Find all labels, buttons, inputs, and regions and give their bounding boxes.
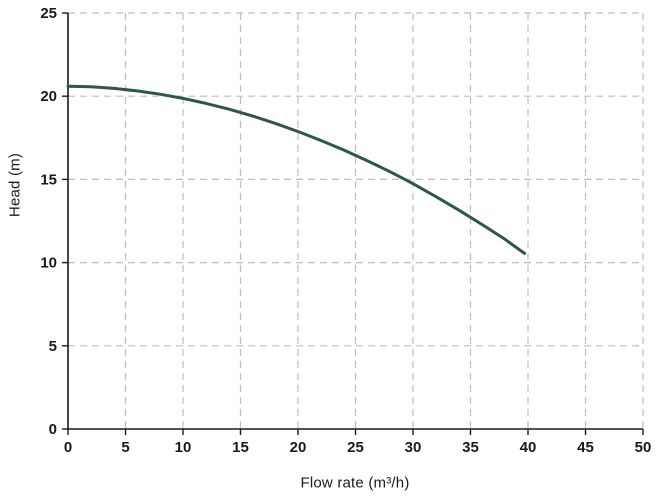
x-tick-label: 0 — [64, 439, 72, 456]
x-tick-label: 30 — [405, 439, 422, 456]
x-tick-label: 20 — [290, 439, 307, 456]
x-tick-label: 40 — [520, 439, 537, 456]
x-tick-label: 50 — [635, 439, 652, 456]
y-axis-title: Head (m) — [6, 152, 24, 218]
y-tick-label: 5 — [49, 338, 57, 355]
x-tick-label: 35 — [462, 439, 479, 456]
x-tick-label: 10 — [175, 439, 192, 456]
y-tick-label: 20 — [40, 88, 57, 105]
y-tick-label: 10 — [40, 255, 57, 272]
y-tick-label: 25 — [40, 5, 57, 22]
x-axis-title: Flow rate (m³/h) — [300, 474, 410, 492]
y-tick-label: 15 — [40, 171, 57, 188]
y-tick-label: 0 — [49, 421, 57, 438]
pump-curve — [66, 84, 526, 255]
x-tick-label: 5 — [121, 439, 129, 456]
x-tick-label: 45 — [577, 439, 594, 456]
x-tick-label: 25 — [347, 439, 364, 456]
x-tick-label: 15 — [232, 439, 249, 456]
